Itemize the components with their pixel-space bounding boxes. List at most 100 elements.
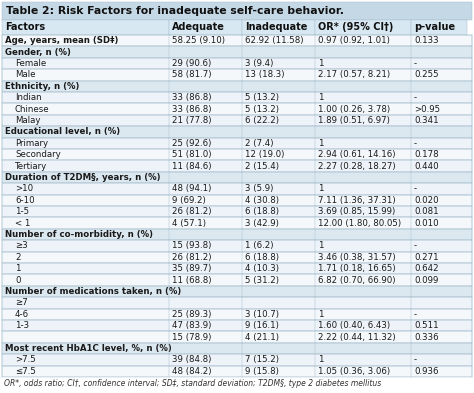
Text: 2.22 (0.44, 11.32): 2.22 (0.44, 11.32): [318, 332, 395, 342]
Text: 35 (89.7): 35 (89.7): [172, 264, 211, 273]
Text: 62.92 (11.58): 62.92 (11.58): [245, 36, 303, 45]
Bar: [2, 58, 472, 69]
Text: 47 (83.9): 47 (83.9): [172, 321, 211, 330]
Text: 26 (81.2): 26 (81.2): [172, 253, 211, 262]
Bar: [2, 354, 472, 365]
Text: p-value: p-value: [414, 22, 455, 33]
Text: 15 (93.8): 15 (93.8): [172, 241, 211, 250]
Text: 4 (57.1): 4 (57.1): [172, 219, 206, 228]
Bar: [2, 183, 472, 195]
Text: 6 (22.2): 6 (22.2): [245, 116, 279, 125]
Text: Female: Female: [15, 59, 46, 68]
Bar: [2, 331, 472, 343]
Text: Adequate: Adequate: [172, 22, 225, 33]
Text: 0.081: 0.081: [414, 207, 438, 216]
Text: 3.69 (0.85, 15.99): 3.69 (0.85, 15.99): [318, 207, 395, 216]
Text: 2 (7.4): 2 (7.4): [245, 139, 273, 148]
Bar: [242, 20, 315, 35]
Text: 0.440: 0.440: [414, 162, 438, 171]
Text: 0.020: 0.020: [414, 196, 438, 205]
Bar: [2, 92, 472, 103]
Text: 3 (42.9): 3 (42.9): [245, 219, 279, 228]
Bar: [2, 195, 472, 206]
Text: 7.11 (1.36, 37.31): 7.11 (1.36, 37.31): [318, 196, 395, 205]
Bar: [2, 115, 472, 126]
Text: 2: 2: [15, 253, 20, 262]
Text: 48 (84.2): 48 (84.2): [172, 367, 211, 376]
Text: Tertiary: Tertiary: [15, 162, 47, 171]
Text: 2 (15.4): 2 (15.4): [245, 162, 279, 171]
Text: 0.936: 0.936: [414, 367, 438, 376]
Text: Most recent HbA1C level, %, n (%): Most recent HbA1C level, %, n (%): [5, 344, 172, 353]
Text: 9 (69.2): 9 (69.2): [172, 196, 206, 205]
Bar: [315, 20, 411, 35]
Text: 1: 1: [318, 310, 323, 319]
Text: >7.5: >7.5: [15, 355, 36, 364]
Text: 11 (84.6): 11 (84.6): [172, 162, 211, 171]
Text: 58.25 (9.10): 58.25 (9.10): [172, 36, 225, 45]
Text: -: -: [414, 310, 417, 319]
Text: 1.60 (0.40, 6.43): 1.60 (0.40, 6.43): [318, 321, 390, 330]
Text: 1: 1: [318, 59, 323, 68]
Text: 3.46 (0.38, 31.57): 3.46 (0.38, 31.57): [318, 253, 395, 262]
Text: 13 (18.3): 13 (18.3): [245, 70, 284, 79]
Bar: [411, 20, 467, 35]
Text: ≤7.5: ≤7.5: [15, 367, 36, 376]
Bar: [2, 365, 472, 377]
Bar: [2, 126, 472, 138]
Text: 1: 1: [15, 264, 20, 273]
Text: OR*, odds ratio; CI†, confidence interval; SD‡, standard deviation; T2DM§, type : OR*, odds ratio; CI†, confidence interva…: [4, 380, 381, 389]
Bar: [2, 20, 169, 35]
Text: >0.95: >0.95: [414, 105, 440, 114]
Text: 7 (15.2): 7 (15.2): [245, 355, 279, 364]
Bar: [2, 229, 472, 240]
Bar: [2, 103, 472, 115]
Text: 58 (81.7): 58 (81.7): [172, 70, 211, 79]
Text: 6-10: 6-10: [15, 196, 35, 205]
Text: 5 (31.2): 5 (31.2): [245, 275, 279, 285]
Text: OR* (95% CI†): OR* (95% CI†): [318, 22, 393, 33]
Text: 9 (15.8): 9 (15.8): [245, 367, 279, 376]
Text: Age, years, mean (SD‡): Age, years, mean (SD‡): [5, 36, 118, 45]
Text: 25 (89.3): 25 (89.3): [172, 310, 211, 319]
Bar: [2, 172, 472, 183]
Text: Male: Male: [15, 70, 36, 79]
Text: Secondary: Secondary: [15, 150, 61, 159]
Text: 39 (84.8): 39 (84.8): [172, 355, 211, 364]
Text: Educational level, n (%): Educational level, n (%): [5, 127, 120, 136]
Bar: [2, 138, 472, 149]
Text: Gender, n (%): Gender, n (%): [5, 48, 71, 57]
Text: Number of medications taken, n (%): Number of medications taken, n (%): [5, 287, 181, 296]
Text: 1: 1: [318, 184, 323, 193]
Text: 0.010: 0.010: [414, 219, 438, 228]
Text: Primary: Primary: [15, 139, 48, 148]
Text: Duration of T2DM§, years, n (%): Duration of T2DM§, years, n (%): [5, 173, 161, 182]
Text: 2.27 (0.28, 18.27): 2.27 (0.28, 18.27): [318, 162, 395, 171]
Text: 0.099: 0.099: [414, 275, 438, 285]
Text: 12 (19.0): 12 (19.0): [245, 150, 284, 159]
Text: 21 (77.8): 21 (77.8): [172, 116, 211, 125]
Bar: [2, 35, 472, 46]
Text: -: -: [414, 93, 417, 102]
Bar: [2, 320, 472, 331]
Text: 1: 1: [318, 139, 323, 148]
Text: Malay: Malay: [15, 116, 40, 125]
Text: 0.271: 0.271: [414, 253, 438, 262]
Text: 0.642: 0.642: [414, 264, 438, 273]
Text: 25 (92.6): 25 (92.6): [172, 139, 211, 148]
Bar: [2, 297, 472, 309]
Text: 4 (30.8): 4 (30.8): [245, 196, 279, 205]
Text: ≥7: ≥7: [15, 298, 28, 307]
Text: Indian: Indian: [15, 93, 42, 102]
Bar: [2, 160, 472, 172]
Text: 6.82 (0.70, 66.90): 6.82 (0.70, 66.90): [318, 275, 395, 285]
Text: 6 (18.8): 6 (18.8): [245, 207, 279, 216]
Text: 4 (21.1): 4 (21.1): [245, 332, 279, 342]
Text: 0: 0: [15, 275, 20, 285]
Text: 1-3: 1-3: [15, 321, 29, 330]
Text: 9 (16.1): 9 (16.1): [245, 321, 279, 330]
Bar: [2, 240, 472, 252]
Text: Number of co-morbidity, n (%): Number of co-morbidity, n (%): [5, 230, 153, 239]
Text: 0.97 (0.92, 1.01): 0.97 (0.92, 1.01): [318, 36, 390, 45]
Bar: [2, 309, 472, 320]
